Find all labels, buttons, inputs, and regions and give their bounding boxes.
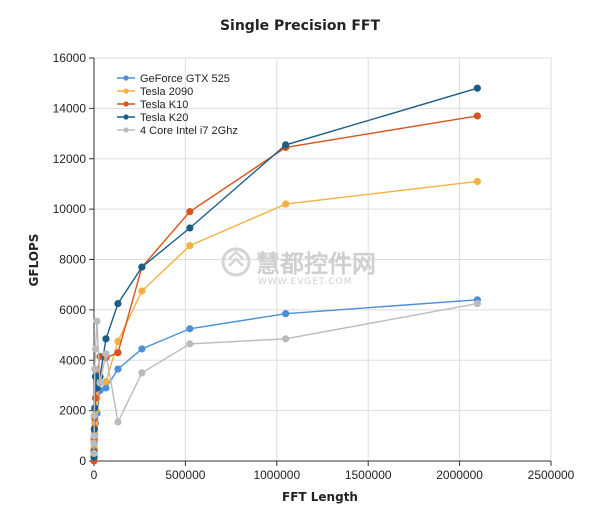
data-point bbox=[186, 325, 194, 333]
data-point bbox=[282, 141, 290, 149]
series-4 bbox=[90, 299, 481, 458]
legend-marker bbox=[123, 75, 129, 81]
series-1 bbox=[90, 177, 481, 459]
data-point bbox=[138, 287, 146, 295]
series-0 bbox=[90, 296, 481, 461]
x-tick-label: 0 bbox=[91, 468, 98, 482]
data-point bbox=[473, 177, 481, 186]
legend-label: Tesla K10 bbox=[140, 99, 188, 111]
y-axis-label: GFLOPS bbox=[27, 234, 41, 287]
data-point bbox=[186, 340, 194, 348]
y-tick-label: 12000 bbox=[53, 152, 87, 166]
legend-marker bbox=[123, 88, 129, 94]
y-tick-label: 4000 bbox=[59, 353, 86, 367]
data-point bbox=[138, 369, 146, 377]
series-2 bbox=[90, 112, 481, 465]
y-tick-label: 6000 bbox=[59, 303, 86, 317]
series-line bbox=[93, 299, 478, 458]
data-point bbox=[93, 317, 101, 325]
data-point bbox=[186, 242, 194, 250]
data-point bbox=[102, 350, 110, 358]
data-point bbox=[282, 335, 290, 343]
data-point bbox=[91, 345, 100, 353]
watermark-logo-icon bbox=[221, 247, 251, 277]
data-point bbox=[90, 412, 98, 420]
series-line bbox=[93, 302, 478, 454]
data-point bbox=[282, 200, 290, 208]
grid-lines bbox=[94, 57, 552, 461]
x-tick-label: 500000 bbox=[165, 468, 205, 482]
data-point bbox=[473, 112, 481, 120]
y-tick-labels: 0 2000 4000 6000 8000 10000 12000 14000 16000 bbox=[53, 51, 94, 468]
y-tick-label: 8000 bbox=[59, 253, 86, 267]
watermark: 慧都控件网 WWW.EVGET.COM bbox=[221, 247, 376, 287]
x-tick-label: 2500000 bbox=[528, 468, 575, 482]
legend-label: GeForce GTX 525 bbox=[140, 73, 230, 85]
watermark-text: 慧都控件网 bbox=[256, 250, 376, 278]
y-tick-label: 14000 bbox=[53, 101, 87, 115]
data-point bbox=[114, 299, 122, 308]
y-tick-label: 2000 bbox=[59, 404, 86, 418]
data-point bbox=[90, 432, 98, 440]
data-point bbox=[102, 335, 110, 343]
data-point bbox=[102, 378, 110, 386]
legend-label: Tesla 2090 bbox=[140, 86, 193, 98]
x-tick-label: 2000000 bbox=[436, 468, 483, 482]
x-tick-labels: 0 500000 1000000 1500000 2000000 2500000 bbox=[91, 461, 575, 482]
data-point bbox=[96, 379, 104, 387]
x-axis-label: FFT Length bbox=[282, 490, 358, 504]
data-point bbox=[138, 263, 146, 271]
legend-marker bbox=[123, 114, 129, 120]
legend-label: 4 Core Intel i7 2Ghz bbox=[140, 125, 238, 137]
watermark-url: WWW.EVGET.COM bbox=[258, 277, 352, 287]
data-point bbox=[90, 449, 98, 458]
y-tick-label: 0 bbox=[79, 454, 86, 468]
data-point bbox=[473, 299, 481, 308]
data-point bbox=[114, 337, 122, 345]
data-point bbox=[473, 84, 481, 92]
chart-title: Single Precision FFT bbox=[220, 18, 381, 34]
data-point bbox=[114, 418, 122, 426]
data-point bbox=[91, 365, 99, 373]
y-tick-label: 16000 bbox=[53, 51, 87, 65]
data-point bbox=[186, 208, 194, 216]
legend-marker bbox=[123, 101, 129, 107]
data-point bbox=[114, 349, 122, 357]
data-point bbox=[138, 345, 146, 353]
data-point bbox=[114, 365, 122, 373]
data-point bbox=[90, 439, 98, 447]
data-point bbox=[102, 384, 110, 392]
data-series bbox=[90, 84, 481, 465]
data-point bbox=[186, 224, 194, 232]
x-tick-label: 1500000 bbox=[345, 468, 392, 482]
series-line bbox=[93, 180, 478, 455]
x-tick-label: 1000000 bbox=[253, 468, 300, 482]
legend-label: Tesla K20 bbox=[140, 112, 188, 124]
y-tick-label: 10000 bbox=[53, 202, 87, 216]
series-line bbox=[93, 115, 478, 462]
data-point bbox=[282, 310, 290, 318]
legend-marker bbox=[123, 127, 129, 133]
